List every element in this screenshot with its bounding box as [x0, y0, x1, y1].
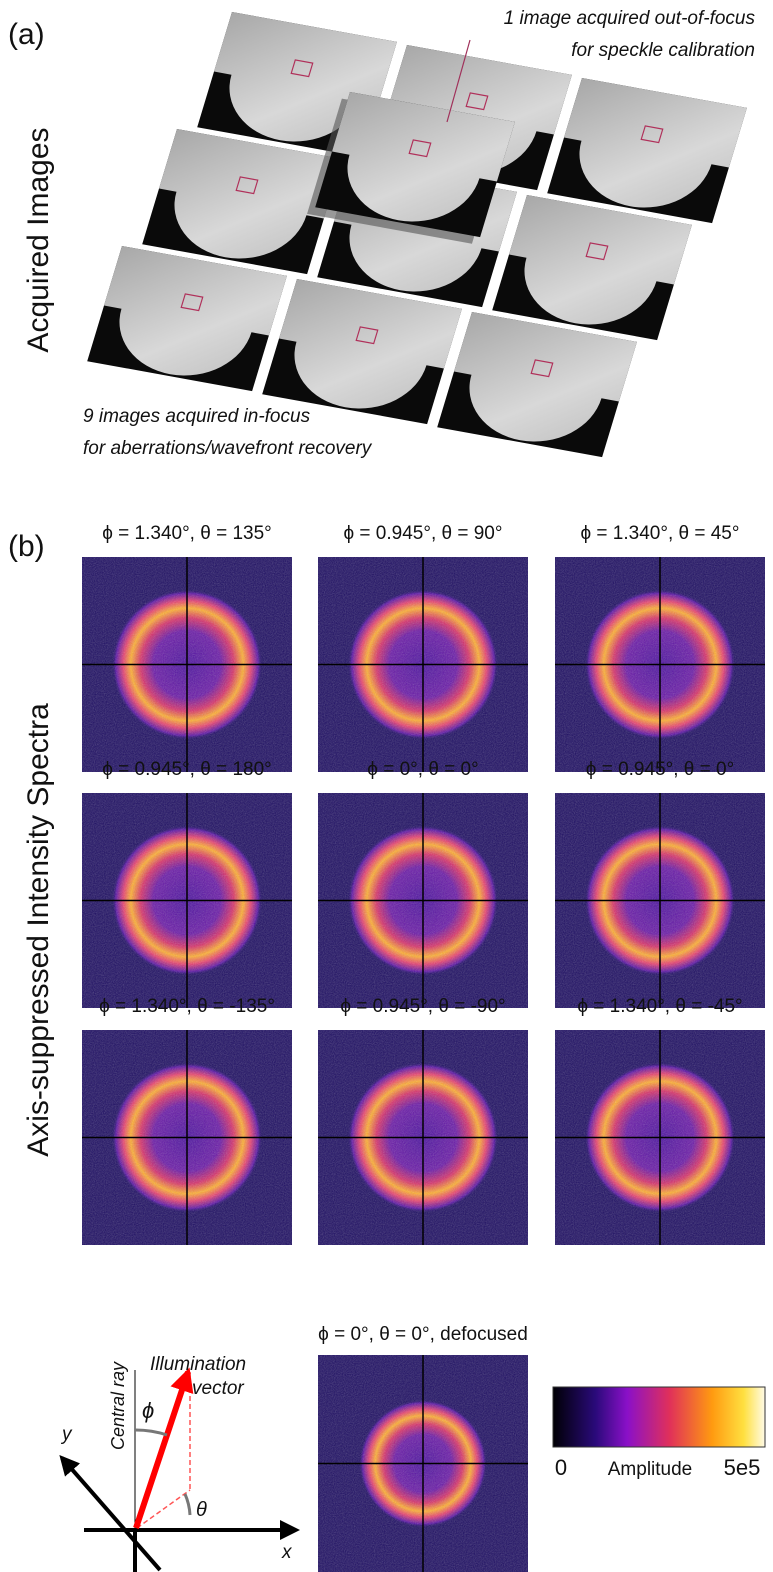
central-ray-label: Central ray [108, 1361, 128, 1450]
spectrum-title: ϕ = 0.945°, θ = 0° [586, 759, 734, 780]
y-axis-label: y [60, 1424, 73, 1445]
spectrum-title: ϕ = 1.340°, θ = -45° [577, 996, 742, 1017]
spectrum-title: ϕ = 0.945°, θ = 90° [344, 523, 503, 544]
spectrum-title: ϕ = 1.340°, θ = 135° [102, 523, 272, 544]
phi-label: ϕ [142, 1398, 154, 1423]
colorbar-min: 0 [555, 1455, 567, 1480]
acquired-images [87, 12, 747, 457]
panel-label: (a) [8, 18, 45, 51]
panel-label: (b) [8, 530, 45, 563]
top-note: for speckle calibration [571, 40, 755, 61]
spectrum-title: ϕ = 1.340°, θ = -135° [99, 996, 275, 1017]
geometry-diagram [62, 1370, 296, 1572]
side-label: Acquired Images [22, 127, 55, 352]
image-tile [87, 246, 287, 391]
spectrum-title: ϕ = 0°, θ = 0°, defocused [318, 1324, 528, 1345]
top-note: 1 image acquired out-of-focus [504, 8, 756, 29]
side-label: Axis-suppressed Intensity Spectra [22, 703, 55, 1157]
illumination-label: Illumination [150, 1354, 246, 1375]
colorbar-max: 5e5 [724, 1455, 761, 1480]
colorbar [553, 1387, 765, 1447]
bottom-note: for aberrations/wavefront recovery [83, 438, 373, 459]
spectrum-title: ϕ = 0.945°, θ = -90° [340, 996, 505, 1017]
spectrum-title: ϕ = 1.340°, θ = 45° [581, 523, 740, 544]
image-tile [262, 279, 462, 424]
image-tile [437, 312, 637, 457]
spectrum-title: ϕ = 0.945°, θ = 180° [102, 759, 272, 780]
x-axis-label: x [281, 1542, 293, 1563]
spectrum-title: ϕ = 0°, θ = 0° [367, 759, 478, 780]
theta-label: θ [196, 1499, 207, 1521]
image-tile [492, 195, 692, 340]
colorbar-label: Amplitude [608, 1459, 693, 1480]
image-tile [547, 78, 747, 223]
illumination-label: vector [192, 1378, 244, 1399]
bottom-note: 9 images acquired in-focus [83, 406, 311, 427]
figure: (a) Acquired Images 1 image acquired out… [0, 0, 773, 1572]
